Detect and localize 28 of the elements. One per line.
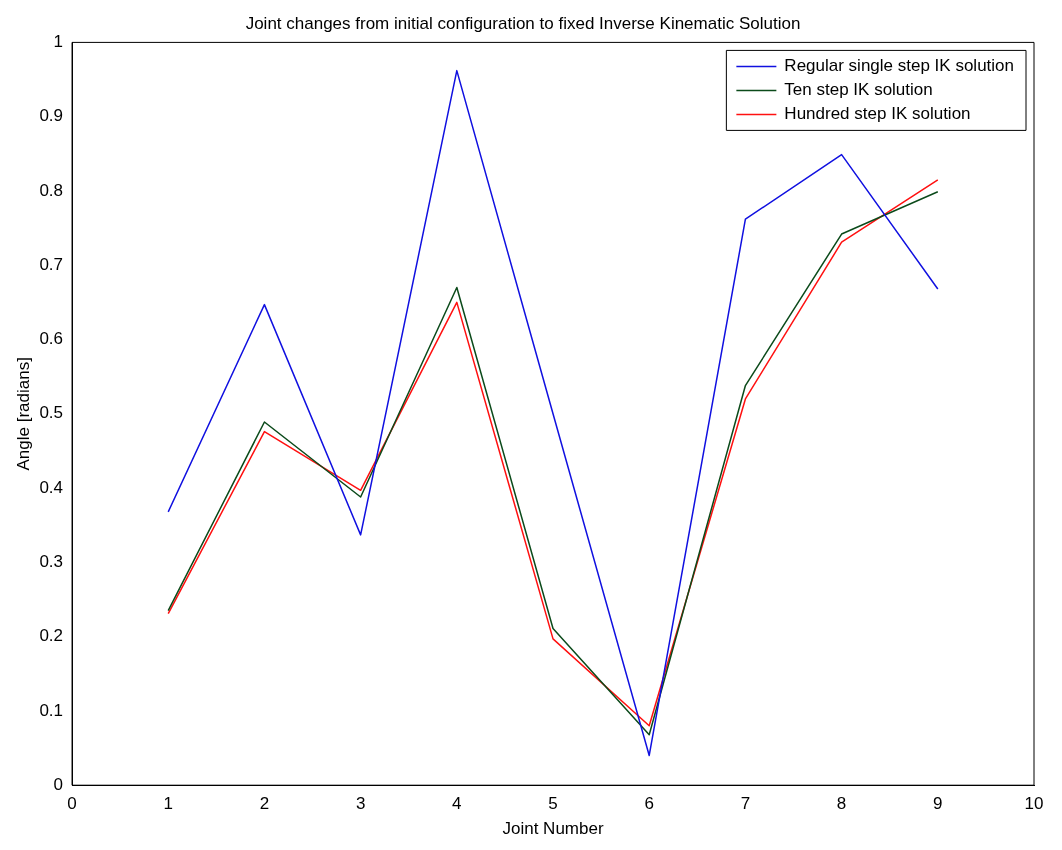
y-tick-label: 0 — [53, 774, 64, 794]
chart-title: Joint changes from initial configuration to fixed Inverse Kinematic Solution — [245, 13, 801, 33]
x-tick-label: 2 — [259, 794, 270, 814]
y-tick-label: 0.3 — [39, 552, 64, 572]
y-tick-label: 0.5 — [39, 403, 64, 423]
y-axis-title: Angle [radians] — [13, 357, 33, 471]
y-tick-label: 0.6 — [39, 329, 64, 349]
x-tick-label: 8 — [836, 794, 847, 814]
x-tick-label: 3 — [355, 794, 366, 814]
x-tick-label: 1 — [163, 794, 173, 814]
y-tick-label: 0.7 — [39, 254, 64, 274]
x-tick-label: 7 — [740, 794, 751, 814]
x-tick-label: 9 — [933, 794, 943, 814]
x-tick-label: 5 — [548, 794, 558, 814]
x-tick-label: 6 — [644, 794, 654, 814]
x-tick-label: 0 — [67, 794, 77, 814]
y-tick-label: 0.8 — [39, 180, 64, 200]
y-tick-label: 1 — [53, 32, 64, 52]
y-tick-label: 0.4 — [39, 477, 64, 497]
y-tick-label: 0.2 — [39, 626, 64, 646]
legend-label: Regular single step IK solution — [784, 56, 1015, 76]
legend-label: Hundred step IK solution — [784, 104, 971, 124]
x-tick-label: 10 — [1024, 794, 1044, 814]
x-axis-title: Joint Number — [502, 819, 604, 839]
y-tick-label: 0.1 — [39, 700, 64, 720]
y-tick-label: 0.9 — [39, 106, 64, 126]
legend-label: Ten step IK solution — [784, 80, 933, 100]
x-tick-label: 4 — [452, 794, 462, 814]
